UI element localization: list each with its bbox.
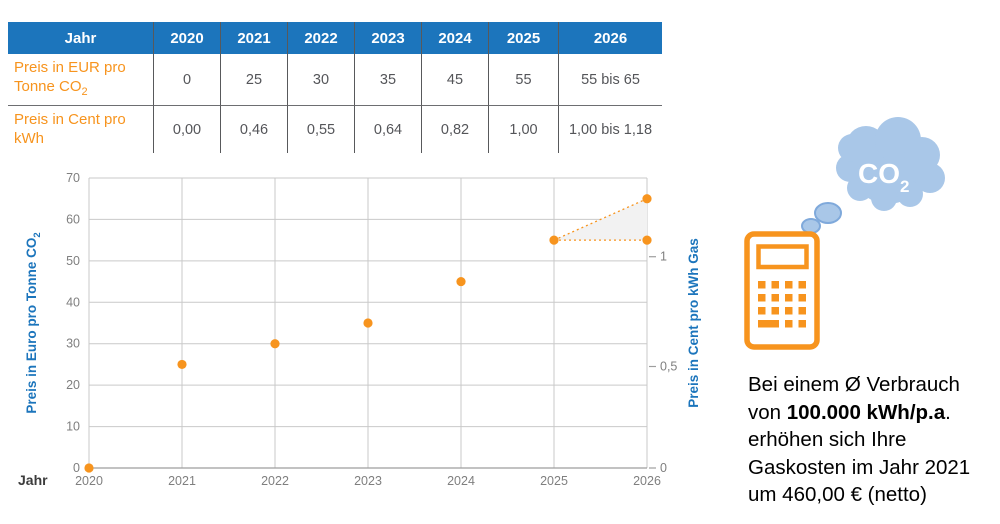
table-header-2022: 2022 <box>287 22 354 54</box>
y-tick-label-left: 20 <box>66 378 80 392</box>
table-header-jahr: Jahr <box>8 22 153 54</box>
y-axis-label-left: Preis in Euro pro Tonne CO2 <box>24 232 43 413</box>
x-tick-label: 2024 <box>447 474 475 488</box>
y-tick-label-left: 40 <box>66 295 80 309</box>
y-tick-label-right: 1 <box>660 250 667 264</box>
table-cell: 35 <box>354 54 421 105</box>
chart-grid: 2020 2021 2022 2023 2024 2025 2026010203040506… <box>66 171 677 488</box>
row-label-eur-pro-tonne: Preis in EUR pro Tonne CO2 <box>14 59 126 98</box>
table-cell: 0,64 <box>354 105 421 153</box>
x-tick-label: 2025 <box>540 474 568 488</box>
y-tick-label-right: 0 <box>660 461 667 475</box>
data-point <box>549 235 559 245</box>
annotation-line: erhöhen sich Ihre <box>748 428 907 451</box>
x-tick-label: 2020 <box>75 474 103 488</box>
data-point <box>270 339 280 349</box>
row-label-cent-pro-kwh: Preis in Cent pro kWh <box>8 105 153 153</box>
calculator-keys <box>758 281 806 328</box>
annotation-bold-value: 100.000 kWh/p.a <box>786 400 946 424</box>
annotation-line: von 100.000 kWh/p.a. <box>748 400 951 424</box>
y-tick-label-left: 70 <box>66 171 80 185</box>
table-cell: 0,55 <box>287 105 354 153</box>
data-point <box>642 235 652 245</box>
y-tick-label-right: 0,5 <box>660 360 677 374</box>
x-tick-label: 2023 <box>354 474 382 488</box>
x-tick-label: 2022 <box>261 474 289 488</box>
table-cell: 0 <box>153 54 220 105</box>
table-header-2023: 2023 <box>354 22 421 54</box>
thought-bubbles <box>801 202 842 234</box>
table-header-2020: 2020 <box>153 22 220 54</box>
table-cell: 55 <box>488 54 558 105</box>
table-header-2021: 2021 <box>220 22 287 54</box>
uncertainty-connector <box>553 198 648 241</box>
table-cell: 25 <box>220 54 287 105</box>
x-axis-title: Jahr <box>18 472 48 488</box>
data-point <box>177 359 187 370</box>
data-point <box>363 318 373 328</box>
table-header-2026: 2026 <box>558 22 662 54</box>
annotation-line: Bei einem Ø Verbrauch <box>748 373 960 396</box>
table-cell: 30 <box>287 54 354 105</box>
table-cell: 0,00 <box>153 105 220 153</box>
x-tick-label: 2021 <box>168 474 196 488</box>
data-point <box>642 194 652 204</box>
data-point <box>84 463 94 473</box>
table-header-2025: 2025 <box>488 22 558 54</box>
annotation-line: um 460,00 € (netto) <box>748 483 927 506</box>
x-tick-label: 2026 <box>633 474 661 488</box>
table-cell: 1,00 <box>488 105 558 153</box>
table-header-2024: 2024 <box>421 22 488 54</box>
price-table: Jahr 2020 2021 2022 2023 2024 2025 2026 … <box>8 22 662 153</box>
data-point <box>456 276 466 287</box>
y-tick-label-left: 60 <box>66 212 80 226</box>
table-cell: 55 bis 65 <box>558 54 662 105</box>
consumption-annotation: Bei einem Ø Verbrauch von 100.000 kWh/p.… <box>748 371 1000 509</box>
calculator-display <box>756 244 809 270</box>
annotation-line: Gaskosten im Jahr 2021 <box>748 455 971 479</box>
cloud-co2-label: CO2 <box>858 158 909 196</box>
y-tick-label-left: 10 <box>66 420 80 434</box>
y-tick-label-left: 30 <box>66 337 80 351</box>
table-cell: 0,46 <box>220 105 287 153</box>
table-cell: 1,00 bis 1,18 <box>558 105 662 153</box>
calculator-icon <box>744 231 820 350</box>
table-cell: 0,82 <box>421 105 488 153</box>
subscript-2: 2 <box>81 86 88 98</box>
co2-price-chart: 2020 2021 2022 2023 2024 2025 2026010203040506… <box>18 171 701 488</box>
calculator-co2-illustration: CO2 <box>744 117 945 350</box>
chart-marks <box>84 194 652 473</box>
y-axis-label-right: Preis in Cent pro kWh Gas <box>686 238 701 408</box>
y-tick-label-left: 0 <box>73 461 80 475</box>
co2-cloud-icon <box>836 117 945 211</box>
table-cell: 45 <box>421 54 488 105</box>
y-tick-label-left: 50 <box>66 254 80 268</box>
